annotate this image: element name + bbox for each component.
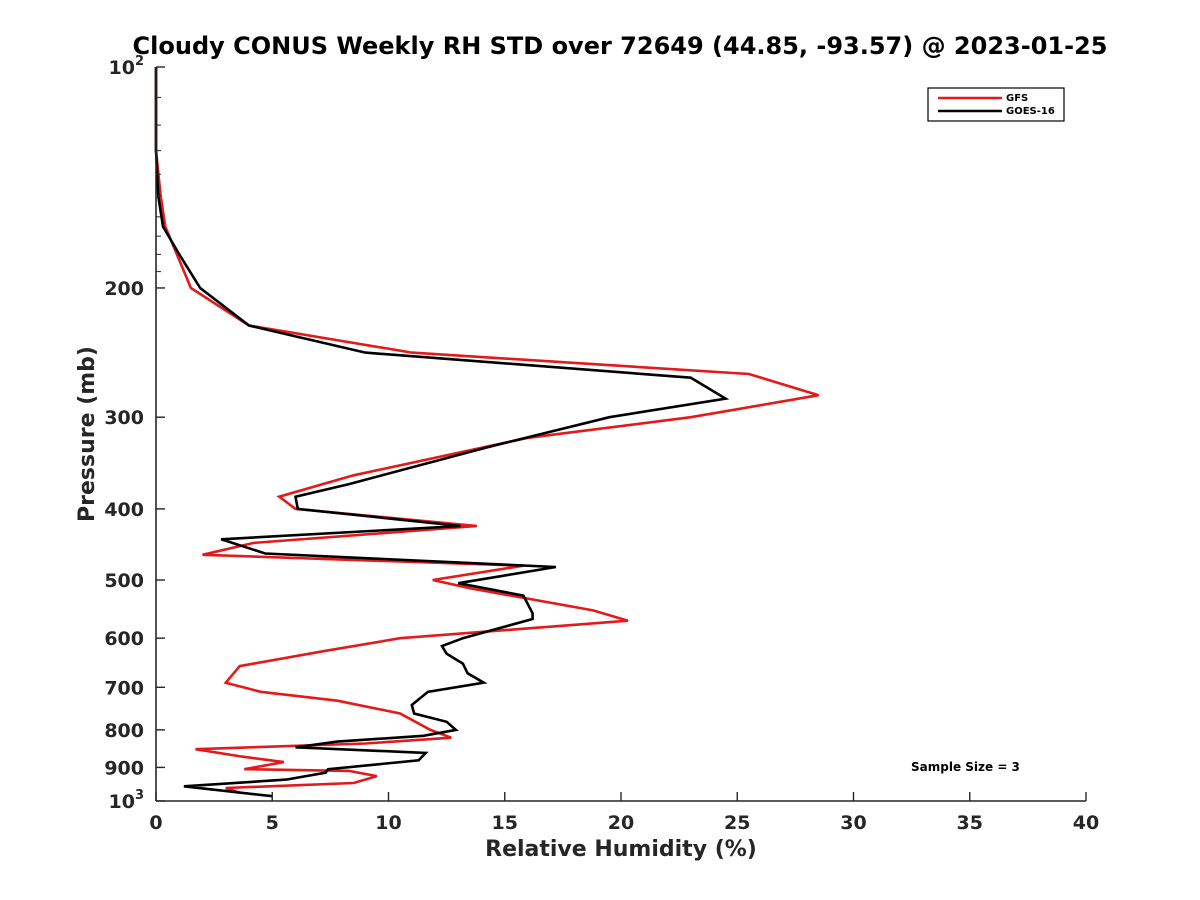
x-tick-label: 30: [840, 812, 866, 834]
y-tick-label: 500: [104, 570, 144, 592]
legend-label-gfs: GFS: [1006, 93, 1028, 104]
y-tick-label: 800: [104, 720, 144, 742]
y-tick-label: 700: [104, 677, 144, 699]
ticks-layer: 0 5 10 15 20 25 30 35 40 102 200 300 400 500 600 700 800…: [104, 54, 1099, 834]
y-tick-label: 102: [109, 54, 145, 79]
series-line-gfs: [154, 67, 819, 795]
y-tick-label: 900: [104, 757, 144, 779]
sample-size-annotation: Sample Size = 3: [911, 760, 1020, 774]
y-tick-label: 200: [104, 278, 144, 300]
x-tick-label: 20: [608, 812, 634, 834]
x-tick-label: 5: [266, 812, 279, 834]
series-layer: [154, 67, 819, 798]
plot-area: [156, 67, 1086, 801]
x-axis-label: Relative Humidity (%): [485, 837, 757, 862]
legend-box: [927, 87, 1065, 122]
legend: GFS GOES-16: [927, 87, 1065, 122]
y-tick-label: 400: [104, 499, 144, 521]
x-tick-label: 25: [724, 812, 750, 834]
y-axis-label: Pressure (mb): [75, 346, 100, 522]
x-tick-label: 35: [957, 812, 983, 834]
series-line-goes16: [154, 67, 730, 798]
x-tick-label: 0: [149, 812, 162, 834]
x-tick-label: 40: [1073, 812, 1099, 834]
legend-label-goes16: GOES-16: [1006, 106, 1055, 117]
x-tick-label: 10: [375, 812, 401, 834]
y-tick-label: 103: [109, 788, 145, 813]
y-tick-label: 600: [104, 628, 144, 650]
x-tick-label: 15: [492, 812, 518, 834]
chart-title: Cloudy CONUS Weekly RH STD over 72649 (4…: [133, 32, 1108, 60]
y-tick-label: 300: [104, 407, 144, 429]
